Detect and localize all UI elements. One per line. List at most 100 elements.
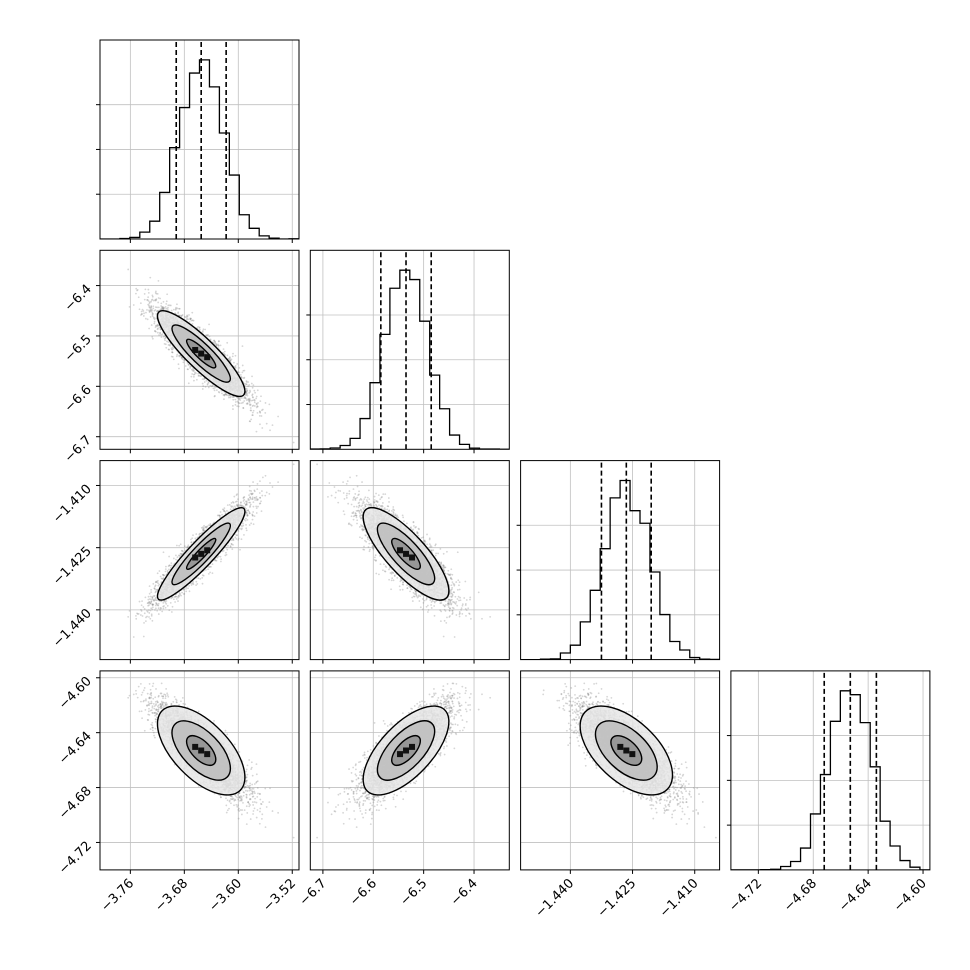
sample-point [156, 331, 159, 334]
sample-point [180, 315, 183, 317]
sample-point [213, 339, 215, 342]
sample-point [241, 397, 243, 399]
sample-point [150, 306, 153, 309]
sample-point [151, 315, 154, 318]
sample-point [186, 368, 189, 371]
sample-point [156, 306, 159, 309]
sample-point [166, 340, 168, 343]
sample-point [155, 324, 157, 327]
sample-point [205, 379, 208, 382]
sample-point [243, 400, 246, 402]
sample-point [205, 334, 208, 337]
sample-point [162, 306, 165, 309]
sample-point [167, 306, 169, 309]
sample-point [160, 306, 163, 308]
sample-point [246, 394, 249, 397]
sample-point [189, 318, 192, 321]
scatter-points [127, 268, 295, 444]
sample-point [249, 389, 251, 392]
sample-point [187, 368, 189, 371]
sample-point [175, 306, 177, 309]
sample-point [179, 314, 181, 317]
sample-point [214, 342, 217, 345]
sample-point [226, 394, 229, 397]
sample-point [202, 529, 205, 532]
sample-point [191, 322, 194, 325]
sample-point [206, 383, 209, 386]
sample-point [151, 309, 154, 311]
sample-point [213, 387, 216, 389]
sample-point [201, 382, 204, 385]
sample-point [151, 298, 154, 301]
sample-point [203, 381, 206, 383]
sample-point [164, 306, 167, 308]
sample-point [159, 297, 162, 300]
sample-point [180, 357, 183, 359]
sample-point [186, 314, 189, 317]
sample-point [172, 347, 175, 350]
sample-point [146, 318, 149, 321]
sample-point [248, 401, 251, 403]
sample-point [234, 401, 237, 403]
sample-point [184, 365, 187, 367]
sample-point [217, 344, 220, 347]
sample-point [215, 343, 218, 346]
sample-point [237, 401, 240, 404]
sample-point [138, 308, 141, 311]
sample-point [251, 514, 254, 517]
sample-point [230, 395, 232, 398]
sample-point [219, 344, 222, 347]
sample-point [240, 376, 243, 378]
sample-point [248, 400, 250, 403]
sample-point [222, 352, 225, 354]
sample-point [148, 302, 151, 305]
sample-point [152, 305, 155, 308]
sample-point [146, 299, 148, 301]
sample-point [246, 403, 249, 405]
sample-point [143, 312, 145, 315]
sample-point [164, 337, 167, 339]
sample-point [193, 373, 196, 376]
sample-point [149, 316, 152, 318]
sample-point [197, 374, 200, 377]
sample-point [170, 347, 173, 349]
sample-point [156, 310, 159, 312]
sample-point [191, 319, 194, 322]
sample-point [150, 305, 153, 307]
sample-point [213, 389, 216, 392]
sample-point [140, 310, 143, 313]
sample-point [169, 602, 172, 604]
sample-point [167, 304, 170, 307]
sample-point [153, 320, 156, 323]
sample-point [208, 335, 211, 338]
sample-point [239, 396, 242, 399]
sample-point [145, 311, 147, 314]
sample-point [214, 340, 216, 343]
sample-point [160, 333, 162, 336]
sample-point [163, 307, 165, 310]
sample-point [234, 364, 237, 367]
sample-point [245, 402, 248, 405]
sample-point [260, 415, 263, 417]
sample-point [244, 397, 247, 399]
sample-point [213, 395, 216, 398]
sample-point [259, 411, 262, 414]
sample-point [232, 408, 234, 410]
sample-point [159, 328, 162, 331]
sample-point [202, 385, 205, 388]
sample-point [151, 312, 154, 315]
sample-point [223, 393, 226, 396]
sample-point [190, 319, 193, 322]
sample-point [150, 308, 153, 311]
sample-point [242, 369, 245, 372]
sample-point [223, 394, 226, 397]
sample-point [269, 429, 271, 432]
sample-point [151, 336, 154, 338]
sample-point [253, 389, 256, 392]
sample-point [233, 366, 236, 368]
sample-point [157, 301, 160, 304]
sample-point [247, 381, 250, 383]
sample-point [152, 313, 154, 315]
sample-point [178, 307, 181, 310]
